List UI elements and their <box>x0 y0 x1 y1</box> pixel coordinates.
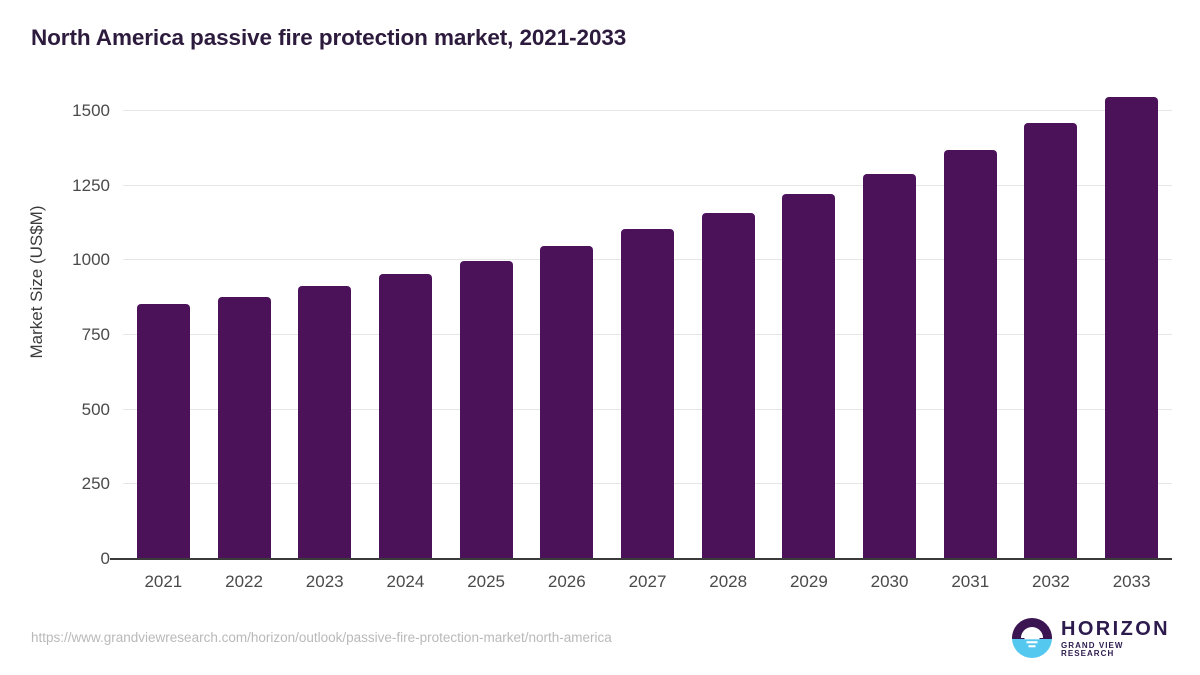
bar[interactable] <box>540 245 594 558</box>
plot-inner: 0 250 500 750 1000 1250 1500 2021 2022 2023 2024 2… <box>72 96 1172 591</box>
x-axis-tick-label: 2029 <box>789 572 828 591</box>
bar[interactable] <box>378 274 432 558</box>
x-axis-tick-label: 2033 <box>1112 572 1151 591</box>
y-axis-tick-label: 500 <box>81 399 110 419</box>
x-axis-tick-label: 2025 <box>467 572 506 591</box>
x-axis-tick-label: 2028 <box>709 572 748 591</box>
bar[interactable] <box>701 213 755 558</box>
y-axis-tick-label: 0 <box>100 549 110 568</box>
bar[interactable] <box>298 286 352 558</box>
y-axis-tick-label: 1250 <box>72 175 110 195</box>
x-axis-tick-label: 2032 <box>1032 572 1070 591</box>
source-url[interactable]: https://www.grandviewresearch.com/horizo… <box>31 630 612 645</box>
x-axis-tick-label: 2023 <box>305 572 344 591</box>
x-axis-tick-label: 2022 <box>225 572 263 591</box>
logo-text-block: HORIZON GRAND VIEW RESEARCH <box>1061 619 1170 658</box>
horizon-sunset-circle-icon <box>1012 618 1052 658</box>
gridline <box>123 184 1172 186</box>
logo-title: HORIZON <box>1061 617 1171 640</box>
bar[interactable] <box>943 150 997 558</box>
chart-plot-area: Market Size (US$M) 0 250 500 750 1000 1250 150… <box>27 96 1172 591</box>
x-axis-tick-label: 2024 <box>386 572 425 591</box>
bar[interactable] <box>1024 123 1078 558</box>
bar[interactable] <box>621 229 674 558</box>
logo-tagline: GRAND VIEW RESEARCH <box>1061 640 1124 658</box>
x-axis-tick-label: 2021 <box>144 572 183 591</box>
y-axis-title: Market Size (US$M) <box>27 205 46 359</box>
bar[interactable] <box>217 296 271 558</box>
bar[interactable] <box>459 260 513 558</box>
x-axis-line <box>110 558 1172 560</box>
x-axis-tick-label: 2026 <box>547 572 586 591</box>
y-axis-tick-label: 1000 <box>72 250 110 270</box>
bar[interactable] <box>1105 96 1159 558</box>
bar[interactable] <box>782 193 836 558</box>
bar[interactable] <box>863 174 917 558</box>
bar[interactable] <box>136 304 190 558</box>
x-axis-tick-label: 2030 <box>870 572 909 591</box>
x-axis-tick-label: 2027 <box>628 572 667 591</box>
x-axis-tick-label: 2031 <box>951 572 990 591</box>
y-axis-tick-label: 750 <box>81 325 110 344</box>
y-axis-tick-label: 1500 <box>72 101 110 120</box>
page-title: North America passive fire protection ma… <box>31 25 627 50</box>
horizon-logo[interactable]: HORIZON GRAND VIEW RESEARCH <box>1012 616 1170 660</box>
gridline <box>123 110 1172 111</box>
y-axis-tick-label: 250 <box>81 474 110 494</box>
bars-group <box>123 96 1172 558</box>
